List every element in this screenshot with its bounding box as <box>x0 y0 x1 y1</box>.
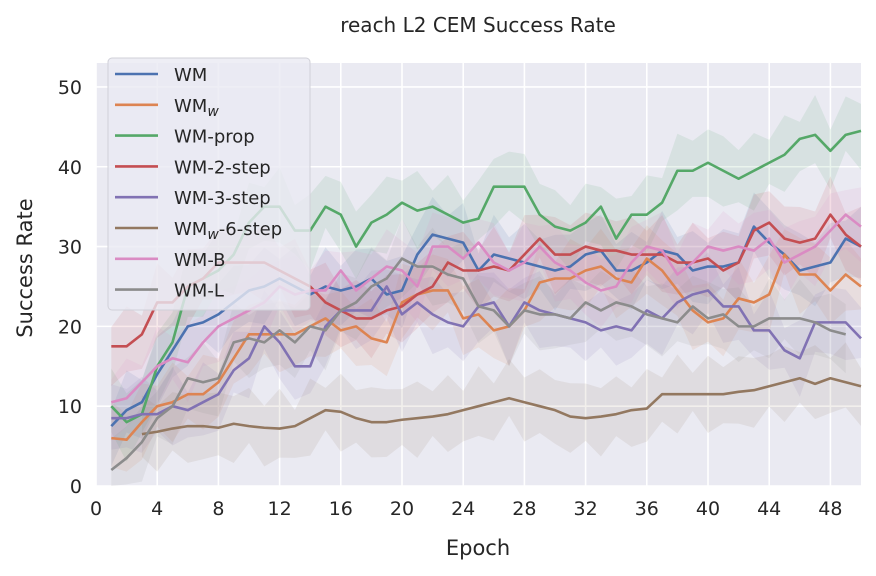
series-line-wmw <box>111 253 862 442</box>
legend-label: WM-2-step <box>174 157 271 178</box>
confidence-band <box>111 95 862 462</box>
confidence-band <box>111 176 862 386</box>
chart-title: reach L2 CEM Success Rate <box>340 13 616 37</box>
legend-label: WMw <box>174 96 219 120</box>
y-axis-label: Success Rate <box>13 198 37 337</box>
confidence-band <box>111 187 862 442</box>
confidence-band <box>111 252 862 453</box>
x-tick-label: 32 <box>574 498 598 520</box>
x-tick-label: 16 <box>329 498 353 520</box>
y-tick-label: 30 <box>58 237 82 259</box>
legend-label: WM-B <box>174 250 226 271</box>
x-axis-label: Epoch <box>446 536 510 560</box>
series-line-wm-l <box>110 257 847 472</box>
x-tick-label: 8 <box>212 498 224 520</box>
x-tick-label: 12 <box>268 498 292 520</box>
x-tick-label: 0 <box>90 498 102 520</box>
legend-label: WM <box>174 65 207 86</box>
confidence-band <box>111 218 846 486</box>
x-tick-label: 4 <box>151 498 163 520</box>
legend: WM WMw WM-prop WM-2-step WM-3-step WMw-6-step… <box>107 57 311 311</box>
x-tick-label: 20 <box>390 498 414 520</box>
legend-box <box>107 57 311 311</box>
y-tick-label: 50 <box>58 77 82 99</box>
y-tick-label: 10 <box>58 396 82 418</box>
legend-label: WM-prop <box>174 127 255 148</box>
confidence-band <box>141 342 861 472</box>
x-tick-label: 48 <box>818 498 842 520</box>
x-tick-label: 28 <box>512 498 536 520</box>
x-tick-label: 24 <box>451 498 475 520</box>
y-tick-label: 0 <box>70 476 82 498</box>
x-tick-label: 40 <box>696 498 720 520</box>
x-tick-label: 36 <box>635 498 659 520</box>
y-tick-label: 40 <box>58 157 82 179</box>
legend-label: WM-3-step <box>174 188 271 209</box>
series-line-wm-3-step <box>111 285 862 420</box>
legend-label: WM-L <box>174 281 224 302</box>
y-tick-label: 20 <box>58 316 82 338</box>
series-line-wm-b <box>110 213 862 404</box>
series-line-wmw-6-step <box>141 376 862 436</box>
legend-label: WMw-6-step <box>174 219 282 243</box>
x-tick-label: 44 <box>757 498 781 520</box>
